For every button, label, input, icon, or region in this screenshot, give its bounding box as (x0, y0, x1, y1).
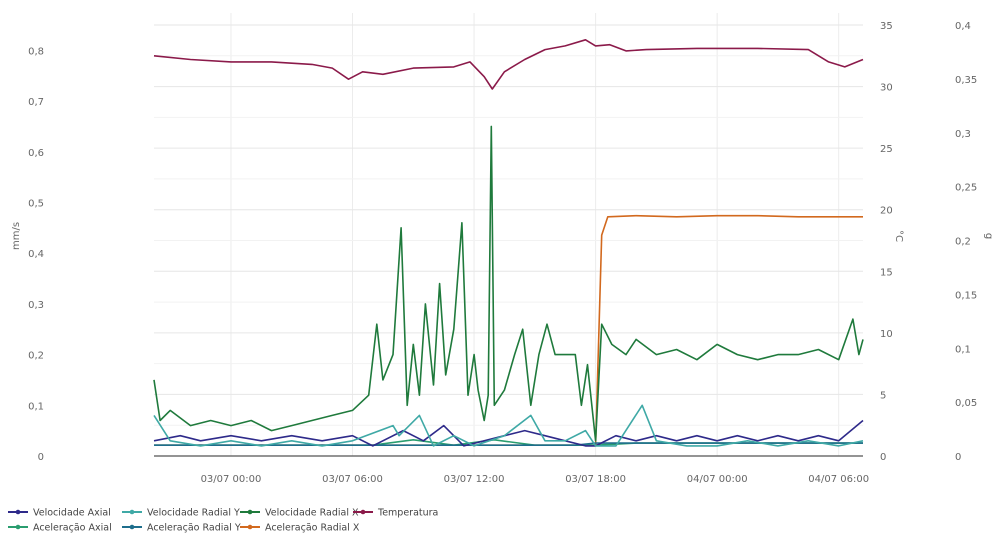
temperature-tick-label: 0 (880, 452, 886, 463)
legend-label: Temperatura (377, 508, 438, 519)
acceleration-tick-label: 0,15 (955, 290, 977, 301)
legend-item[interactable]: Aceleração Axial (8, 523, 112, 534)
acceleration-tick-label: 0,35 (955, 75, 977, 86)
acceleration-tick-label: 0,25 (955, 183, 977, 194)
velocity-tick-label: 0,5 (28, 198, 44, 209)
velocity-tick-label: 0,7 (28, 97, 44, 108)
acceleration-tick-label: 0,05 (955, 398, 977, 409)
temperature-tick-label: 25 (880, 144, 893, 155)
velocity-tick-label: 0,1 (28, 401, 44, 412)
x-tick-label: 03/07 12:00 (444, 474, 505, 485)
temperature-tick-label: 20 (880, 206, 893, 217)
temperature-tick-label: 10 (880, 329, 893, 340)
legend-swatch-marker (15, 509, 21, 515)
temperature-tick-label: 35 (880, 21, 893, 32)
velocity-tick-label: 0,3 (28, 300, 44, 311)
acceleration-tick-label: 0 (955, 452, 961, 463)
legend-item[interactable]: Aceleração Radial X (240, 523, 360, 534)
legend-label: Aceleração Radial X (265, 523, 360, 534)
x-tick-label: 03/07 18:00 (565, 474, 626, 485)
velocity-tick-label: 0 (38, 452, 44, 463)
temperature-tick-label: 15 (880, 267, 893, 278)
series-line-aceleracao-radial-y (154, 442, 863, 446)
velocity-tick-label: 0,8 (28, 46, 44, 57)
legend-label: Velocidade Axial (33, 508, 111, 519)
series-line-temperatura (153, 39, 864, 90)
legend-label: Aceleração Axial (33, 523, 112, 534)
temperature-tick-label: 5 (880, 390, 886, 401)
series-line-aceleracao-radial-x (154, 214, 863, 446)
x-tick-label: 03/07 06:00 (322, 474, 383, 485)
legend-label: Velocidade Radial X (265, 508, 359, 519)
acceleration-axis-title: g (983, 233, 994, 239)
acceleration-tick-label: 0,2 (955, 237, 971, 248)
legend-swatch-marker (247, 509, 253, 515)
series-line-velocidade-radial-y (153, 404, 864, 447)
axes-layer: 03/07 00:00 03/07 06:00 03/07 12:00 03/07 1… (11, 21, 994, 485)
temperature-tick-label: 30 (880, 83, 893, 94)
legend-item[interactable]: Aceleração Radial Y (122, 523, 241, 534)
legend-swatch-marker (247, 524, 253, 530)
acceleration-tick-label: 0,3 (955, 129, 971, 140)
legend-label: Aceleração Radial Y (147, 523, 241, 534)
x-tick-label: 03/07 00:00 (201, 474, 262, 485)
velocity-axis-title: mm/s (11, 222, 22, 250)
legend-item[interactable]: Velocidade Radial Y (122, 508, 240, 519)
legend-swatch-marker (15, 524, 21, 530)
legend-item[interactable]: Temperatura (353, 508, 438, 519)
legend[interactable]: Velocidade Axial Velocidade Radial Y Veloc… (8, 508, 438, 534)
legend-swatch-marker (129, 509, 135, 515)
legend-item[interactable]: Velocidade Radial X (240, 508, 359, 519)
acceleration-tick-label: 0,1 (955, 344, 971, 355)
x-tick-label: 04/07 00:00 (687, 474, 748, 485)
velocity-tick-label: 0,6 (28, 148, 44, 159)
series-layer (153, 39, 864, 447)
grid-lines (154, 13, 863, 457)
legend-label: Velocidade Radial Y (147, 508, 240, 519)
velocity-tick-label: 0,4 (28, 249, 44, 260)
temperature-axis-title: °C (893, 230, 904, 242)
velocity-tick-label: 0,2 (28, 351, 44, 362)
series-line-velocidade-radial-x (153, 125, 864, 442)
x-tick-label: 04/07 06:00 (808, 474, 869, 485)
acceleration-tick-label: 0,4 (955, 21, 971, 32)
legend-item[interactable]: Velocidade Axial (8, 508, 111, 519)
legend-swatch-marker (129, 524, 135, 530)
series-line-velocidade-axial (153, 419, 864, 447)
legend-swatch-marker (360, 509, 366, 515)
